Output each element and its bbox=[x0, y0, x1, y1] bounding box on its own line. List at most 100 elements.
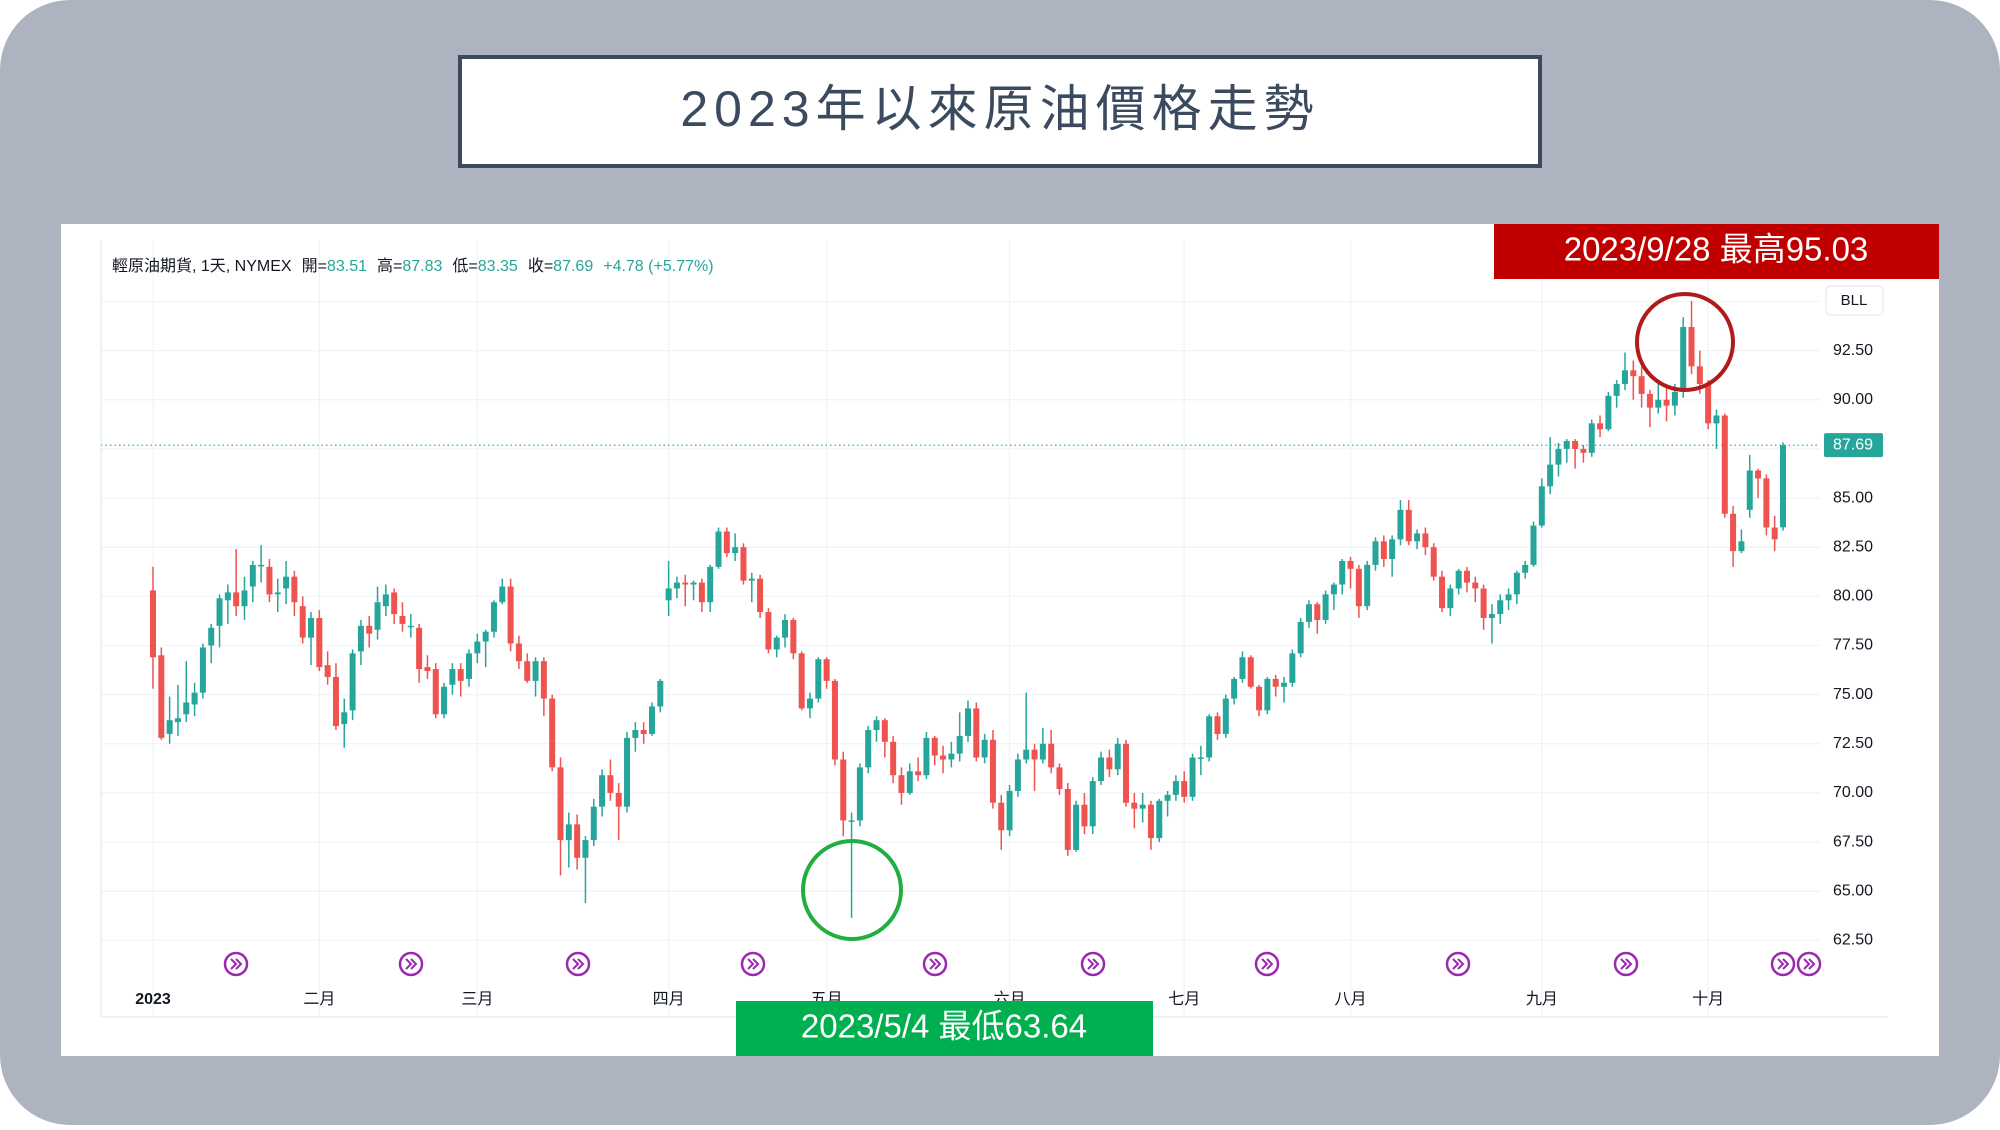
candle-body bbox=[549, 698, 556, 768]
candle-body bbox=[582, 840, 589, 858]
candle-body bbox=[158, 655, 165, 738]
high-annotation-box bbox=[1494, 224, 1939, 279]
candle-body bbox=[1580, 448, 1587, 453]
candle-body bbox=[1014, 759, 1021, 791]
candle-body bbox=[466, 653, 473, 679]
candle-body bbox=[1538, 486, 1545, 526]
candle-body bbox=[915, 771, 922, 776]
candle-body bbox=[965, 708, 971, 736]
candle-body bbox=[1330, 584, 1337, 595]
candle-body bbox=[1322, 594, 1329, 620]
candle-body bbox=[574, 824, 581, 858]
candle-body bbox=[1305, 604, 1312, 622]
candle-body bbox=[540, 661, 547, 699]
candle-body bbox=[998, 802, 1005, 831]
candle-body bbox=[349, 653, 356, 711]
candle-body bbox=[599, 775, 606, 807]
candle-body bbox=[1480, 588, 1487, 618]
candle-body bbox=[1031, 749, 1038, 760]
candle-body bbox=[1613, 384, 1620, 396]
candle-body bbox=[1264, 678, 1271, 711]
chart-title: 2023年以來原油價格走勢 bbox=[680, 81, 1319, 137]
event-icon-arrow bbox=[929, 958, 942, 970]
candle-body bbox=[432, 669, 439, 715]
candle-body bbox=[1547, 464, 1554, 487]
close-value: 87.69 bbox=[553, 258, 593, 275]
candle-body bbox=[690, 582, 697, 585]
candle-body bbox=[890, 741, 897, 776]
candle-body bbox=[1380, 541, 1387, 559]
candle-body bbox=[291, 576, 298, 603]
candle-body bbox=[1455, 570, 1462, 589]
candle-body bbox=[1222, 698, 1229, 734]
candle-body bbox=[316, 617, 323, 668]
candle-body bbox=[199, 647, 206, 693]
candle-body bbox=[1214, 716, 1221, 734]
candle-body bbox=[1696, 366, 1703, 385]
candle-body bbox=[482, 631, 489, 642]
header: 輕原油期貨, 1天, NYMEX 開=83.51 高=87.83 低=83.35 收=8… bbox=[112, 257, 714, 275]
candle-body bbox=[682, 582, 689, 585]
low-label: 低= bbox=[452, 257, 477, 275]
candle-body bbox=[249, 564, 256, 587]
badge[interactable]: BLL bbox=[1841, 292, 1868, 309]
candle-body bbox=[1131, 802, 1138, 809]
candle-body bbox=[183, 702, 190, 715]
candle-body bbox=[1064, 788, 1071, 850]
candle-body bbox=[873, 720, 880, 731]
x-tick-label: 三月 bbox=[461, 991, 493, 1008]
candle-body bbox=[1563, 441, 1570, 449]
y-tick-label: 77.50 bbox=[1833, 637, 1873, 654]
close-label: 收= bbox=[528, 257, 553, 275]
candle-body bbox=[424, 667, 431, 672]
event-icon-arrow bbox=[230, 958, 243, 970]
candle-body bbox=[1239, 657, 1246, 679]
candle-body bbox=[1688, 327, 1695, 367]
candle-body bbox=[374, 602, 381, 630]
candle-body bbox=[208, 627, 215, 646]
candle-body bbox=[1780, 445, 1786, 528]
high-value: 87.83 bbox=[402, 258, 442, 275]
candle-body bbox=[332, 676, 339, 727]
y-tick-label: 62.50 bbox=[1833, 932, 1873, 949]
event-icon-arrow bbox=[405, 958, 418, 970]
candle-body bbox=[1513, 572, 1520, 595]
candle-body bbox=[1289, 653, 1296, 683]
y-tick-label: 70.00 bbox=[1833, 784, 1873, 801]
x-tick-label: 十月 bbox=[1692, 990, 1724, 1008]
candle-body bbox=[1463, 570, 1470, 583]
event-icon-arrow bbox=[1452, 958, 1465, 970]
candle-body bbox=[499, 586, 506, 603]
candle-body bbox=[1588, 423, 1595, 453]
candle-body bbox=[931, 737, 938, 756]
candle-body bbox=[1630, 370, 1637, 377]
candle-body bbox=[698, 582, 705, 603]
candle-body bbox=[441, 686, 448, 715]
candle-body bbox=[1272, 678, 1279, 687]
candle-body bbox=[1405, 509, 1412, 542]
candle-body bbox=[1730, 513, 1737, 552]
high-circle bbox=[1635, 292, 1735, 392]
candle-body bbox=[1663, 399, 1670, 406]
candle-body bbox=[1389, 539, 1396, 559]
y-tick-label: 82.50 bbox=[1833, 538, 1873, 555]
candle-body bbox=[357, 625, 364, 652]
y-tick-label: 80.00 bbox=[1833, 588, 1873, 605]
candle-body bbox=[615, 792, 622, 807]
event-icon-arrow bbox=[1803, 958, 1816, 970]
candle-body bbox=[515, 643, 522, 662]
candle-body bbox=[590, 806, 597, 841]
candle-body bbox=[865, 730, 872, 768]
candle-body bbox=[1605, 395, 1612, 430]
candle-body bbox=[1081, 804, 1088, 827]
candle-body bbox=[1048, 743, 1055, 768]
y-tick-label: 65.00 bbox=[1833, 882, 1873, 899]
candle-body bbox=[632, 730, 639, 738]
candle-body bbox=[524, 661, 531, 681]
candle-body bbox=[1297, 621, 1304, 654]
candle-body bbox=[1056, 767, 1063, 789]
candle-body bbox=[1713, 415, 1720, 424]
candle-body bbox=[1106, 757, 1113, 770]
candle-body bbox=[1397, 509, 1404, 540]
